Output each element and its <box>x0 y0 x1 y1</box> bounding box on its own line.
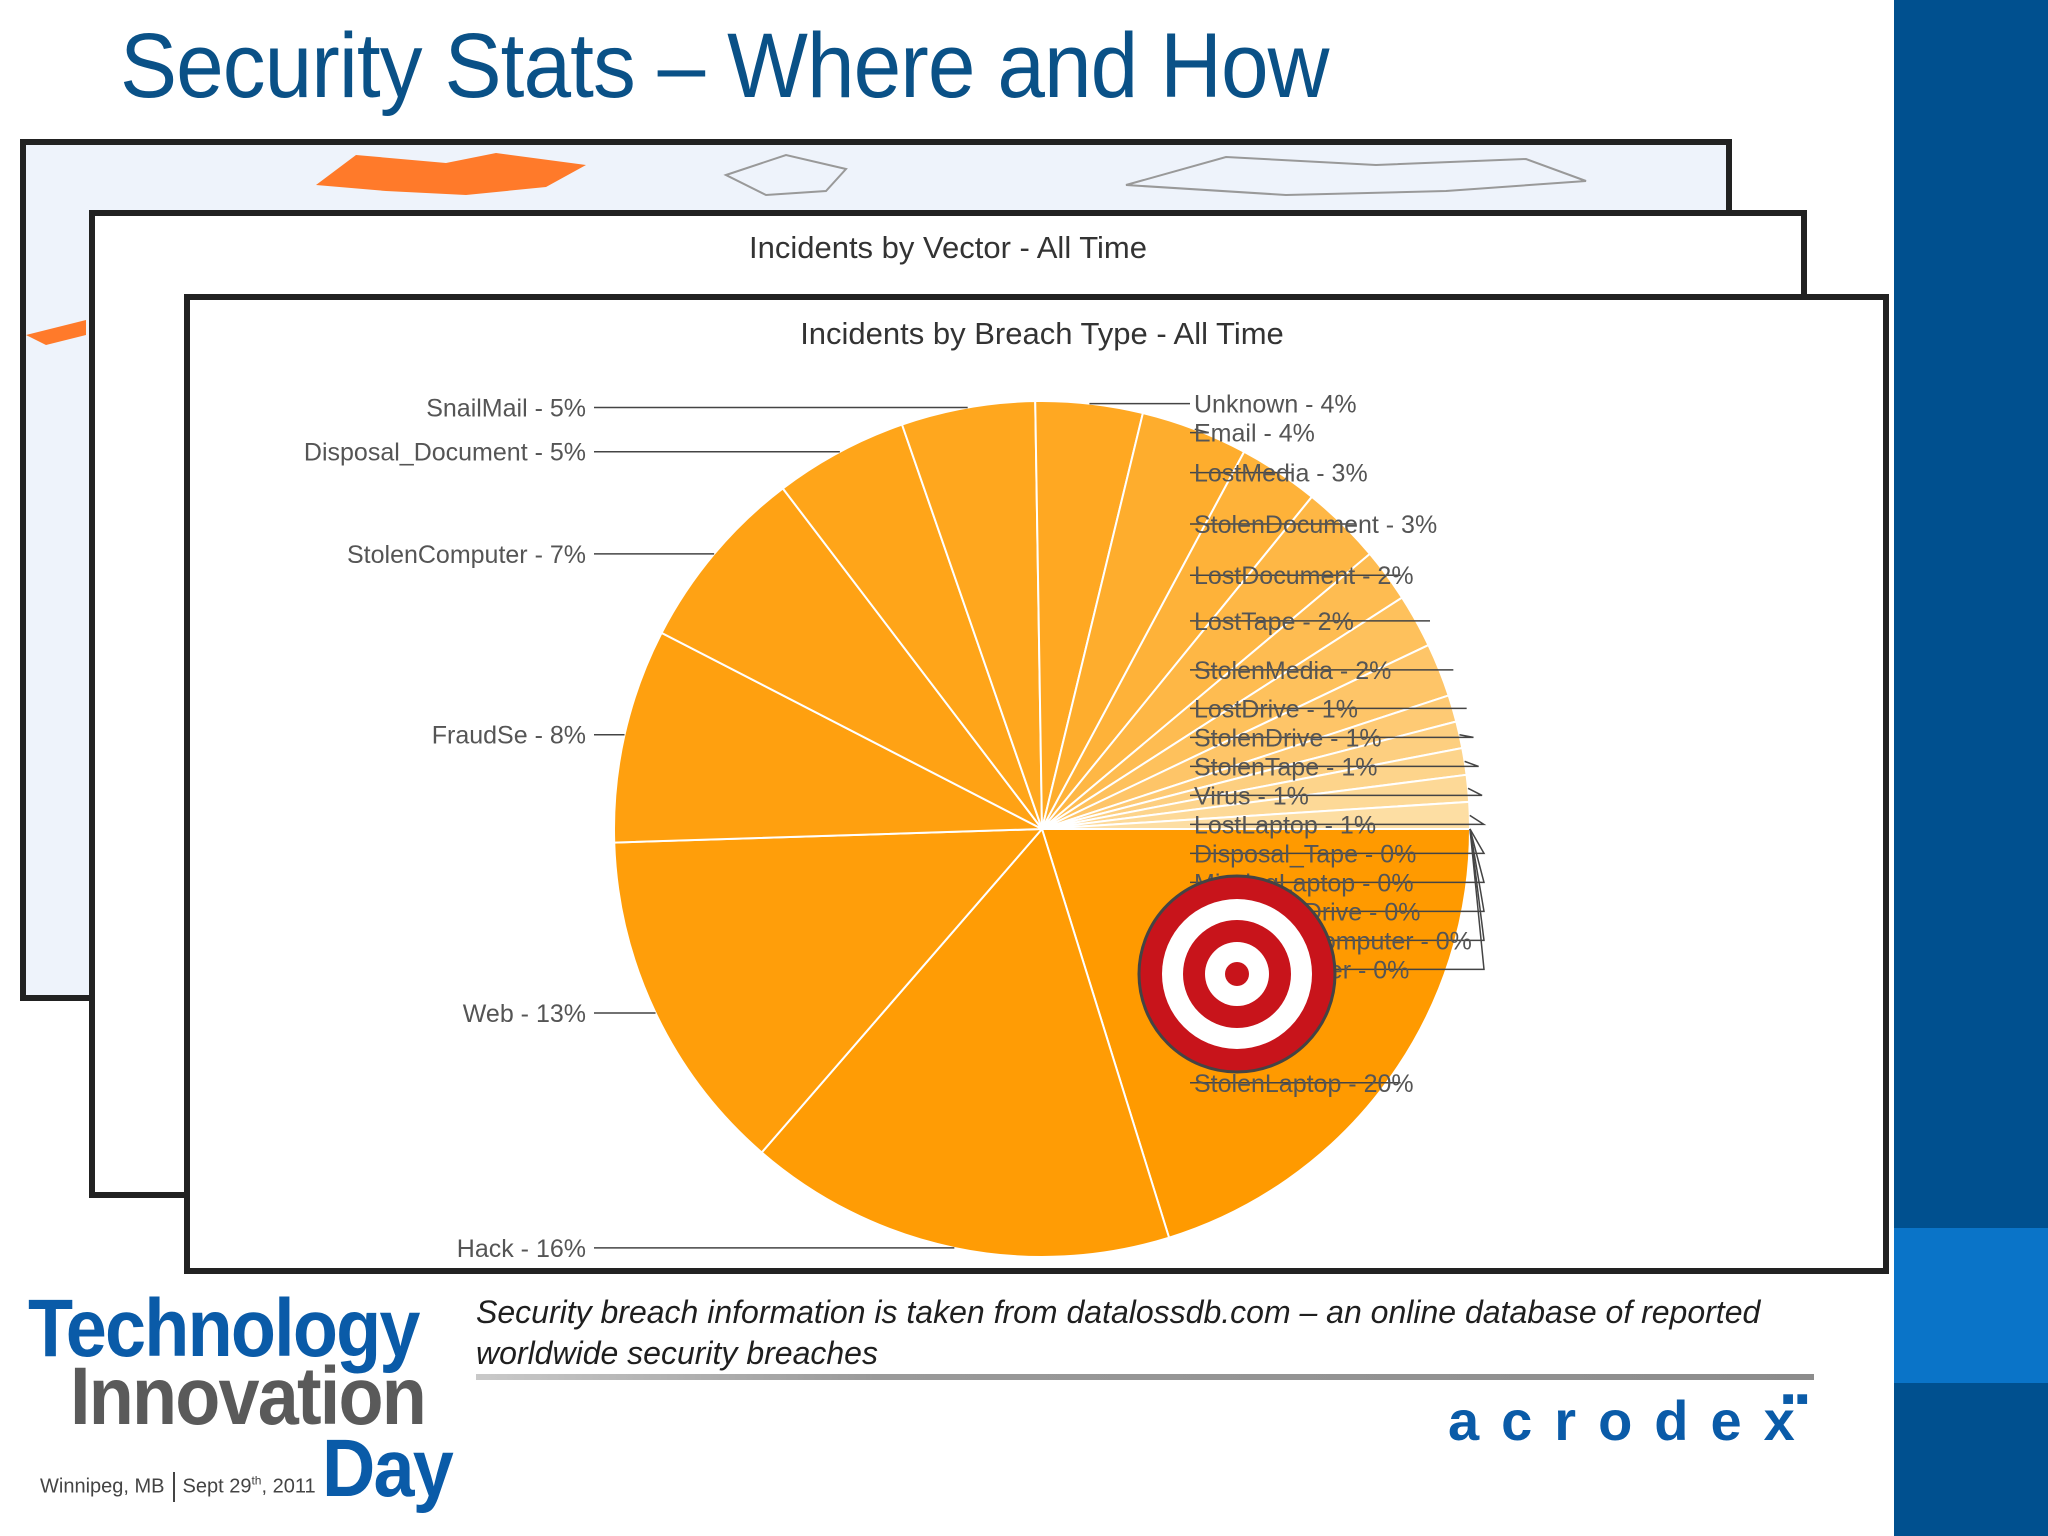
event-year: , 2011 <box>261 1475 316 1498</box>
event-location-date: Winnipeg, MB Sept 29th, 2011 <box>40 1472 316 1502</box>
vector-chart-title: Incidents by Vector - All Time <box>748 230 1147 265</box>
slice-label-losttape: LostTape - 2% <box>1194 608 1354 636</box>
chart-title: Incidents by Breach Type - All Time <box>800 316 1284 351</box>
slice-label-hack: Hack - 16% <box>457 1235 586 1263</box>
event-date-suffix: th <box>251 1473 262 1488</box>
slice-label-unknown: Unknown - 4% <box>1194 391 1357 419</box>
slice-label-snailmail: SnailMail - 5% <box>426 395 586 423</box>
pie-slice-web <box>613 827 1045 1154</box>
slice-label-stolenlaptop: StolenLaptop - 20% <box>1194 1070 1414 1098</box>
pie-slice-fraudse <box>613 631 1046 844</box>
leader-line <box>1190 428 1209 434</box>
slice-label-lostdocument: LostDocument - 2% <box>1194 562 1414 590</box>
leader-line <box>1190 760 1479 768</box>
bullseye-target-icon <box>1137 874 1337 1074</box>
pie-slice-hack <box>760 826 1171 1258</box>
acrodex-logo: acrodex <box>1448 1389 1817 1452</box>
map-outline-shape <box>723 153 848 197</box>
slice-label-stolendrive: StolenDrive - 1% <box>1194 724 1382 752</box>
slice-label-web: Web - 13% <box>463 1000 586 1028</box>
map-region-shape <box>316 153 586 195</box>
acrodex-logo-dots: ■■ <box>1782 1388 1811 1410</box>
event-location: Winnipeg, MB <box>40 1475 165 1498</box>
sidebar-accent <box>1894 1228 2048 1383</box>
slice-label-lostmedia: LostMedia - 3% <box>1194 460 1368 488</box>
slice-label-fraudse: FraudSe - 8% <box>432 722 586 750</box>
leader-line <box>1190 814 1487 826</box>
slice-label-virus: Virus - 1% <box>1194 782 1309 810</box>
event-logo-line1: Technology <box>28 1283 420 1374</box>
slide-title: Security Stats – Where and How <box>120 15 1329 117</box>
location-separator <box>172 1472 175 1502</box>
map-outline-shape <box>1125 155 1587 197</box>
leader-line <box>1190 787 1483 797</box>
slice-label-stolendocument: StolenDocument - 3% <box>1194 511 1437 539</box>
footer-divider <box>476 1374 1814 1380</box>
map-region-shape <box>26 320 86 345</box>
slice-label-email: Email - 4% <box>1194 420 1315 448</box>
event-date: Sept 29 <box>182 1475 252 1498</box>
slice-label-stolenmedia: StolenMedia - 2% <box>1194 657 1391 685</box>
slice-label-lostdrive: LostDrive - 1% <box>1194 695 1358 723</box>
slice-label-lostlaptop: LostLaptop - 1% <box>1194 811 1376 839</box>
leader-line <box>1190 828 1485 884</box>
breach-type-chart-panel: Incidents by Breach Type - All Time Unkn… <box>184 294 1889 1274</box>
slice-label-stolencomputer: StolenComputer - 7% <box>347 541 586 569</box>
event-logo-line3: Day <box>322 1423 454 1514</box>
slice-label-disposal-document: Disposal_Document - 5% <box>304 439 586 467</box>
source-caption: Security breach information is taken fro… <box>476 1294 1761 1371</box>
event-logo-line2: Innovation <box>70 1351 427 1442</box>
leader-line <box>1190 733 1474 739</box>
slice-label-disposal-tape: Disposal_Tape - 0% <box>1194 840 1416 868</box>
leader-line <box>1190 828 1486 855</box>
slice-label-stolentape: StolenTape - 1% <box>1194 753 1377 781</box>
breach-type-pie-chart: Incidents by Breach Type - All Time Unkn… <box>304 316 1487 1263</box>
sidebar-band <box>1894 0 2048 1536</box>
